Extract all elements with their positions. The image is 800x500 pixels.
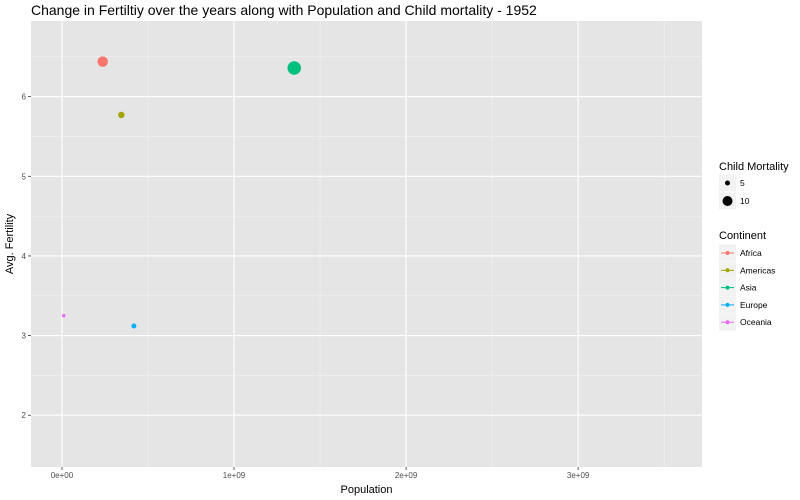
color-legend-dot <box>725 251 730 255</box>
y-tick-label: 3 <box>22 332 27 341</box>
x-axis-title: Population <box>341 484 393 496</box>
x-tick-label: 1e+09 <box>223 471 246 480</box>
x-tick-label: 0e+00 <box>51 471 74 480</box>
color-legend-title: Continent <box>719 230 766 242</box>
grid <box>31 21 702 467</box>
x-axis-ticks: 0e+00 1e+09 2e+09 3e+09 <box>51 467 590 480</box>
y-axis-title: Avg. Fertility <box>4 213 16 274</box>
size-legend-dot <box>725 180 730 186</box>
point-oceania <box>61 313 66 318</box>
color-legend-label: Oceania <box>740 317 772 327</box>
x-tick-label: 2e+09 <box>395 471 418 480</box>
size-legend-title: Child Mortality <box>719 161 789 173</box>
point-asia <box>287 61 301 75</box>
size-legend-label: 5 <box>740 178 745 188</box>
color-legend-dot <box>725 302 730 307</box>
y-tick-label: 4 <box>22 252 27 261</box>
legend: Child Mortality 5 10 Continent Africa Amer… <box>719 161 789 331</box>
y-tick-label: 5 <box>22 172 27 181</box>
point-americas <box>118 111 125 119</box>
color-legend-label: Asia <box>740 283 757 293</box>
color-legend-dot <box>725 285 730 290</box>
y-tick-label: 6 <box>22 93 27 102</box>
size-legend-label: 10 <box>740 196 750 206</box>
point-europe <box>131 323 137 329</box>
chart-title: Change in Fertiltiy over the years along… <box>31 2 537 18</box>
x-tick-label: 3e+09 <box>567 471 590 480</box>
color-legend-label: Europe <box>740 300 768 310</box>
size-legend-dot <box>722 196 733 206</box>
points <box>61 56 301 329</box>
color-legend-label: Africa <box>740 248 762 258</box>
plot-panel <box>31 21 702 467</box>
point-africa <box>97 56 108 67</box>
y-tick-label: 2 <box>22 411 27 420</box>
color-legend-dot <box>725 320 730 325</box>
size-legend-entries: 5 10 <box>719 174 750 210</box>
color-legend-label: Americas <box>740 265 775 275</box>
color-legend-dot <box>725 268 730 273</box>
color-legend-entries: Africa Americas Asia Europe Oceania <box>719 244 775 331</box>
y-axis-ticks: 2 3 4 5 6 <box>22 93 31 420</box>
